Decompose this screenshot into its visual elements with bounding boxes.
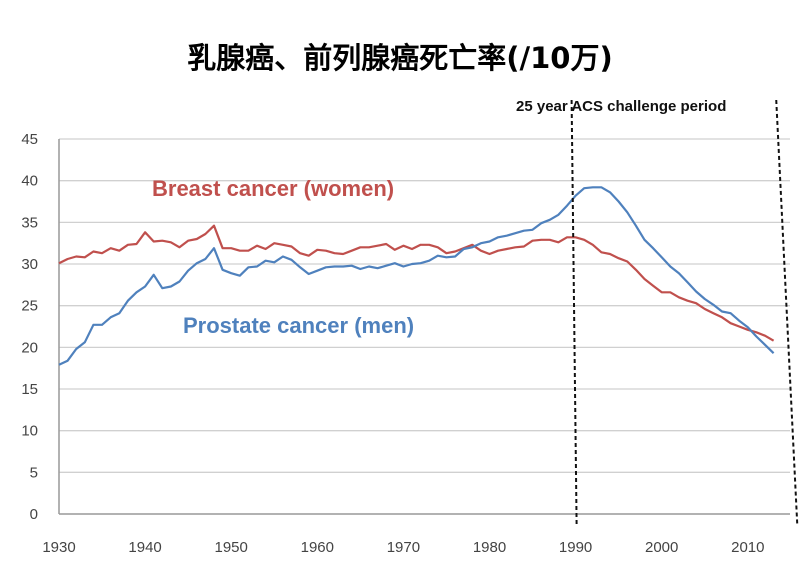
annotation: 25 year ACS challenge period (516, 98, 799, 525)
y-tick-label: 30 (21, 256, 38, 273)
y-tick-label: 25 (21, 298, 38, 315)
x-tick-label: 1940 (128, 539, 161, 556)
grid (58, 138, 790, 515)
x-tick-label: 1970 (387, 539, 420, 556)
y-tick-label: 10 (21, 423, 38, 440)
y-tick-label: 20 (21, 339, 38, 356)
prostate-cancer-line (58, 186, 775, 366)
y-axis: 0 5 10 15 20 25 30 35 40 45 (21, 131, 38, 523)
chart-title: 乳腺癌、前列腺癌死亡率(/10万) (187, 41, 612, 75)
period-end-line (775, 99, 799, 525)
legend-breast: Breast cancer (women) (152, 176, 394, 201)
x-tick-label: 1960 (301, 539, 334, 556)
y-tick-label: 40 (21, 173, 38, 190)
x-tick-label: 2000 (645, 539, 678, 556)
x-tick-label: 1990 (559, 539, 592, 556)
y-tick-label: 15 (21, 381, 38, 398)
x-tick-label: 1930 (42, 539, 75, 556)
breast-cancer-line (58, 224, 775, 342)
y-tick-label: 45 (21, 131, 38, 148)
legend-prostate: Prostate cancer (men) (183, 313, 414, 338)
series-lines (58, 186, 775, 366)
x-tick-label: 1980 (473, 539, 506, 556)
y-tick-label: 5 (30, 464, 38, 481)
y-tick-label: 0 (30, 506, 38, 523)
x-tick-label: 2010 (731, 539, 764, 556)
y-tick-label: 35 (21, 214, 38, 231)
annotation-label: 25 year ACS challenge period (516, 98, 726, 115)
period-start-line (570, 99, 578, 525)
x-axis: 1930 1940 1950 1960 1970 1980 1990 2000 2010 (42, 539, 764, 556)
x-tick-label: 1950 (215, 539, 248, 556)
